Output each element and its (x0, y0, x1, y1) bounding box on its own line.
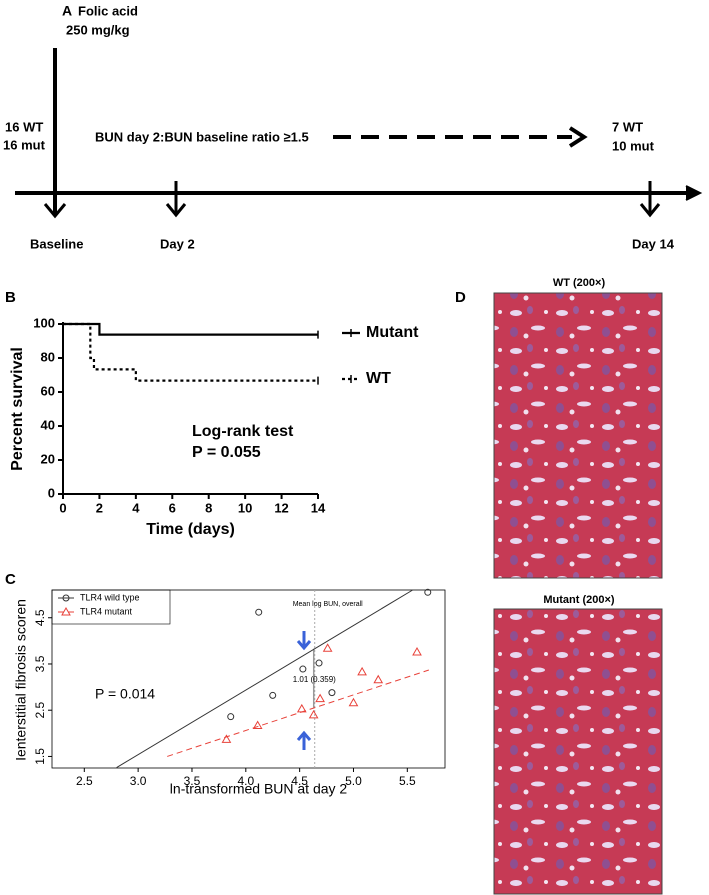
legend-label: TLR4 wild type (80, 592, 140, 602)
histology-image (493, 608, 663, 895)
point (296, 703, 307, 713)
effect-label: 1.01 (0.359) (293, 675, 336, 684)
arrow (165, 203, 187, 218)
panel-label: A (62, 3, 72, 19)
legend-marker (61, 606, 71, 616)
x-tick-label: 3.0 (130, 774, 147, 788)
plot-frame (51, 589, 446, 769)
criterion: BUN day 2:BUN baseline ratio ≥1.5 (95, 129, 309, 144)
panel-label: B (5, 289, 16, 306)
timepoint: Day 2 (160, 236, 195, 251)
group-count: 16 mut (3, 137, 46, 152)
point (255, 608, 263, 616)
timepoint: Day 14 (632, 236, 675, 251)
survival-curve (63, 322, 318, 382)
point (328, 689, 336, 697)
x-tick-label: 4.0 (237, 774, 254, 788)
y-axis-label: Ienterstitial fibrosis scoren (13, 599, 29, 761)
blue-arrow (296, 631, 312, 651)
point (315, 693, 325, 703)
x-tick-label: 4 (132, 500, 140, 515)
point (221, 734, 232, 743)
x-tick-label: 4.5 (291, 774, 308, 788)
legend-marker (62, 594, 70, 602)
arrow (568, 126, 588, 148)
x-tick-label: 2 (96, 500, 103, 515)
y-tick-label: 3.5 (33, 655, 47, 672)
point (373, 674, 384, 684)
group-count: 7 WT (612, 119, 643, 134)
legend-label: WT (366, 370, 391, 387)
arrow (43, 203, 67, 219)
y-tick-label: 1.5 (33, 748, 47, 765)
histology-image (493, 292, 663, 579)
y-tick-label: 100 (33, 315, 55, 330)
point (412, 646, 422, 656)
x-axis-label: Time (days) (146, 521, 235, 538)
point (315, 659, 323, 667)
x-tick-label: 14 (311, 500, 326, 515)
x-tick-label: 12 (274, 500, 288, 515)
x-axis-label: ln-transformed BUN at day 2 (170, 781, 348, 797)
y-tick-label: 60 (41, 383, 55, 398)
y-tick-label: 2.5 (33, 702, 47, 719)
dose: 250 mg/kg (66, 22, 130, 37)
arrow (639, 203, 661, 218)
legend-label: Mutant (366, 324, 419, 341)
point (357, 666, 367, 676)
survival-curve (63, 322, 318, 336)
drug: Folic acid (78, 3, 138, 18)
x-tick-label: 2.5 (76, 774, 93, 788)
fit-line (167, 669, 430, 757)
panel-label: C (5, 571, 16, 588)
point (424, 588, 432, 596)
p-value: P = 0.014 (95, 686, 155, 702)
panel-label: D (455, 289, 466, 306)
point (299, 665, 307, 673)
timepoint: Baseline (30, 236, 83, 251)
point (227, 713, 235, 721)
image-title: Mutant (200×) (543, 594, 615, 606)
point (308, 709, 319, 719)
annotation: P = 0.055 (192, 444, 261, 461)
annotation: Log-rank test (192, 423, 294, 440)
y-tick-label: 20 (41, 451, 55, 466)
point (322, 643, 333, 652)
legend-box (51, 589, 171, 625)
fit-line (116, 589, 413, 768)
y-tick-label: 40 (41, 417, 55, 432)
point (269, 691, 277, 699)
panel-d: D WT (200×) Mutant (200×) (455, 277, 663, 895)
legend-label: TLR4 mutant (80, 606, 133, 616)
x-tick-label: 6 (169, 500, 176, 515)
y-axis-label: Percent survival (9, 347, 26, 471)
y-tick-label: 0 (48, 485, 55, 500)
y-tick-label: 4.5 (33, 609, 47, 626)
x-tick-label: 0 (59, 500, 66, 515)
x-tick-label: 10 (238, 500, 252, 515)
x-tick-label: 3.5 (184, 774, 201, 788)
group-count: 16 WT (5, 119, 43, 134)
blue-arrow (296, 730, 312, 750)
panel-a: A Folic acid 250 mg/kg 16 WT 16 mut BUN … (3, 3, 703, 251)
group-count: 10 mut (612, 138, 655, 153)
x-tick-label: 5.0 (345, 774, 362, 788)
x-tick-label: 5.5 (399, 774, 416, 788)
point (252, 720, 263, 729)
x-tick-label: 8 (205, 500, 212, 515)
arrow (685, 185, 703, 201)
mean-label: Mean log BUN, overall (293, 601, 363, 608)
point (348, 697, 359, 707)
y-tick-label: 80 (41, 349, 55, 364)
image-title: WT (200×) (553, 277, 606, 289)
